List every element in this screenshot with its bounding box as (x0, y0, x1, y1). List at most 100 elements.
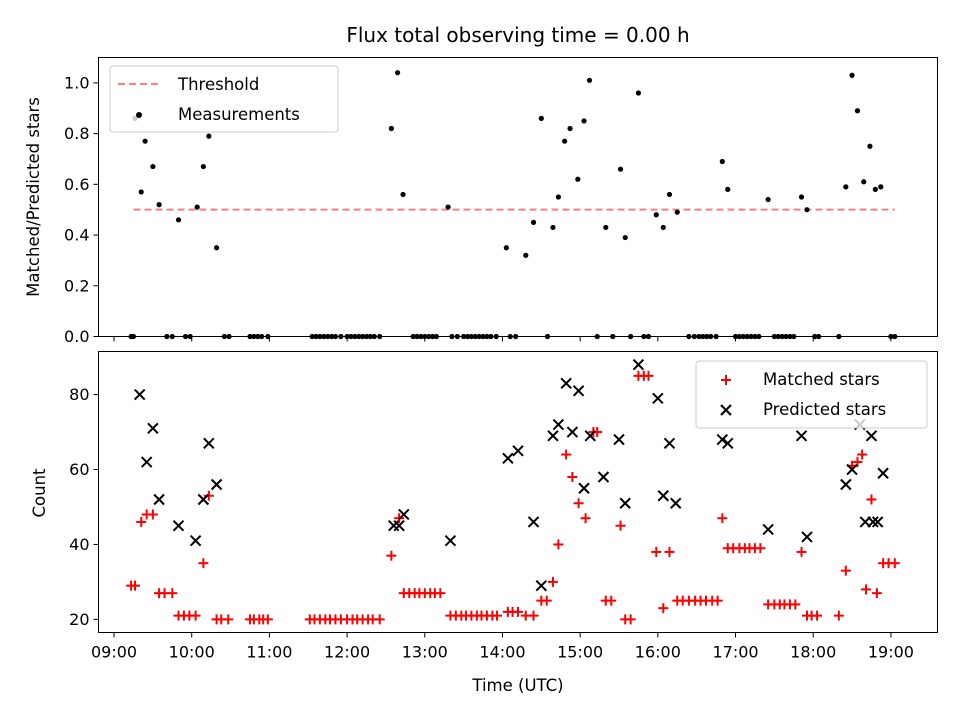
matched-star-point (386, 550, 397, 561)
measurement-point (861, 179, 867, 185)
matched-star-point (435, 588, 446, 599)
bottom-axes-frame (98, 351, 938, 633)
bottom-x-ticks: 09:00 10:00 11:00 12:00 13:00 14:00 15:00 16:00… (91, 632, 914, 662)
measurement-point (206, 133, 212, 139)
top-y-tick-label: 0.6 (64, 175, 89, 194)
predicted-star-point (189, 534, 202, 547)
matched-star-point (573, 498, 584, 509)
predicted-star-point (865, 430, 878, 442)
measurement-point (586, 77, 593, 83)
measurement-point (530, 219, 537, 225)
predicted-star-point (172, 520, 185, 532)
predicted-star-point (657, 490, 669, 502)
matched-star-point (606, 595, 617, 606)
predicted-star-point (867, 516, 879, 528)
predicted-star-point (597, 471, 610, 483)
predicted-star-point (722, 437, 734, 450)
matched-star-point (203, 490, 214, 501)
predicted-star-point (147, 422, 159, 435)
legend-matched-marker (721, 375, 731, 385)
measurement-point (765, 196, 771, 203)
measurement-point (523, 252, 529, 258)
predicted-star-point (871, 516, 884, 528)
matched-star-point (615, 520, 626, 531)
top-y-ticks: 0.0 0.2 0.4 0.6 0.8 1.0 (64, 73, 99, 346)
measurement-point (719, 158, 725, 165)
measurement-point (200, 163, 206, 170)
matched-star-point (717, 513, 728, 524)
legend-measurements-label: Measurements (178, 105, 300, 124)
bottom-y-tick-label: 40 (69, 535, 89, 554)
bottom-y-tick-label: 20 (69, 610, 89, 629)
predicted-star-point (566, 426, 579, 438)
measurement-point (843, 184, 849, 190)
bottom-axes: 20 40 60 80 09:00 10:00 11:00 12:00 13:00 14:00 1… (30, 351, 938, 695)
top-x-ticks (113, 336, 892, 342)
matched-star-point (553, 539, 564, 550)
measurement-point (622, 234, 628, 241)
measurement-point (660, 224, 666, 231)
bottom-x-tick-label: 16:00 (635, 643, 681, 662)
predicted-star-point (578, 482, 590, 494)
matched-star-point (561, 449, 572, 460)
matched-star-point (147, 509, 158, 520)
bottom-y-tick-label: 60 (69, 460, 89, 479)
measurement-point (653, 212, 659, 218)
bottom-x-tick-label: 18:00 (790, 643, 836, 662)
measurement-point (503, 245, 509, 251)
top-y-tick-label: 1.0 (64, 73, 89, 92)
matched-star-point (857, 449, 868, 460)
bottom-x-tick-label: 09:00 (91, 643, 137, 662)
measurement-point (388, 125, 394, 132)
predicted-star-point (572, 385, 585, 397)
bottom-y-ticks: 20 40 60 80 (69, 385, 99, 629)
bottom-x-tick-label: 13:00 (402, 643, 448, 662)
top-axes: 0.0 0.2 0.4 0.6 0.8 1.0 Matched/Predicted sta… (24, 57, 938, 346)
measurement-point (603, 224, 609, 231)
measurement-point (666, 191, 673, 198)
matched-star-point (136, 516, 147, 527)
bottom-plot-data (126, 358, 900, 625)
matched-star-point (223, 614, 234, 625)
measurement-point (575, 176, 581, 182)
matched-star-point (889, 558, 900, 569)
bottom-legend-box (695, 360, 928, 429)
chart-title: Flux total observing time = 0.00 h (346, 23, 689, 47)
predicted-star-point (584, 430, 596, 442)
predicted-star-point (203, 437, 215, 450)
matched-star-point (796, 546, 807, 557)
measurement-point (213, 245, 220, 251)
matched-star-point (790, 599, 801, 610)
bottom-x-tick-label: 17:00 (712, 643, 758, 662)
legend-predicted-marker (720, 404, 732, 416)
matched-star-point (167, 588, 178, 599)
measurement-point (562, 138, 568, 144)
measurement-point (550, 224, 556, 231)
matched-star-point (643, 370, 654, 381)
legend-predicted-label: Predicted stars (763, 400, 886, 419)
measurement-point (617, 166, 624, 172)
predicted-star-point (716, 433, 729, 446)
top-y-tick-label: 0.0 (64, 327, 89, 346)
measurement-point (635, 90, 642, 96)
matched-star-point (262, 614, 273, 625)
measurement-point (150, 163, 156, 170)
top-y-tick-label: 0.8 (64, 124, 89, 143)
bottom-x-tick-label: 19:00 (868, 643, 914, 662)
matched-star-point (871, 588, 882, 599)
predicted-star-point (762, 523, 774, 536)
measurement-point (878, 184, 884, 190)
top-y-tick-label: 0.2 (64, 276, 89, 295)
measurement-point (725, 186, 731, 192)
predicted-star-point (877, 467, 889, 479)
measurement-point (400, 191, 406, 198)
measurement-point (394, 70, 401, 76)
predicted-star-point (444, 534, 457, 547)
matched-star-point (580, 513, 591, 524)
bottom-y-axis-label: Count (30, 468, 49, 518)
legend-matched-label: Matched stars (763, 370, 880, 389)
matched-star-point (866, 494, 877, 505)
matched-star-point (812, 610, 823, 621)
matched-star-point (755, 543, 766, 554)
